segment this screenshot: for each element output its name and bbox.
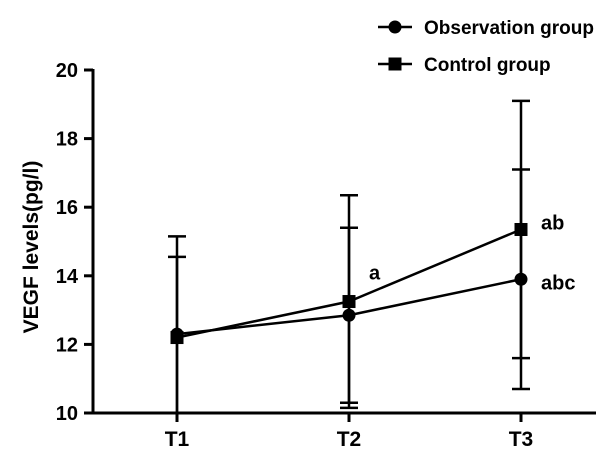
y-tick-label: 20 — [56, 60, 78, 82]
y-tick-label: 14 — [56, 266, 79, 288]
y-tick-label: 18 — [56, 129, 78, 151]
y-tick-label: 16 — [56, 197, 78, 219]
y-tick-label: 12 — [56, 334, 78, 356]
data-point-1-0 — [170, 331, 184, 345]
x-tick-label: T2 — [337, 428, 362, 450]
data-markers — [170, 222, 528, 345]
annotation-label: abc — [541, 273, 575, 295]
axes: 10 12 14 16 18 20 T1 T2 T3 — [56, 60, 596, 450]
data-point-1-1 — [342, 295, 356, 309]
error-bars — [168, 99, 530, 415]
data-point-0-1 — [342, 308, 356, 322]
annotation-label: a — [369, 262, 381, 284]
annotation-label: ab — [541, 213, 564, 235]
legend-label-0: Observation group — [424, 18, 594, 39]
y-tick-label: 10 — [56, 403, 78, 425]
data-point-0-2 — [514, 272, 528, 286]
annotations: a ab abc — [369, 213, 575, 295]
x-tick-label: T3 — [509, 428, 534, 450]
data-point-1-2 — [514, 222, 528, 236]
legend-marker-0 — [388, 20, 402, 34]
x-tick-label: T1 — [165, 428, 190, 450]
legend-label-1: Control group — [424, 55, 551, 76]
y-axis-label: VEGF levels(pg/l) — [20, 161, 43, 334]
legend: Observation group Control group — [378, 18, 594, 76]
legend-marker-1 — [388, 57, 402, 71]
